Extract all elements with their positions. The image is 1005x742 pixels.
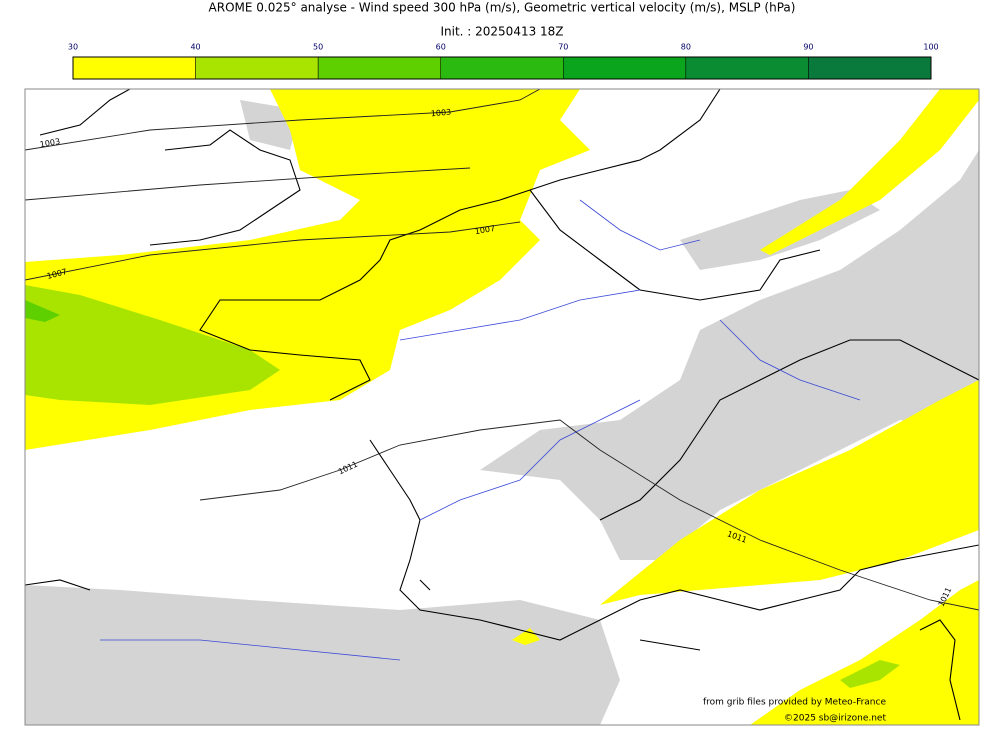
isobar-label: 1003 (430, 108, 451, 119)
isobars (25, 89, 979, 611)
colorbar-tick-label: 100 (923, 43, 938, 52)
colorbar-border (72, 56, 932, 80)
colorbar-segment (72, 56, 196, 80)
map-frame (24, 88, 980, 726)
colorbar-segment (685, 56, 809, 80)
colorbar-tick-label: 70 (558, 43, 568, 52)
isobar-label: 1003 (39, 137, 61, 149)
isobar-label: 1007 (474, 224, 496, 236)
map-area (25, 89, 979, 725)
colorbar-tick-label: 90 (803, 43, 813, 52)
colorbar-segment (195, 56, 319, 80)
rivers (100, 199, 861, 661)
colorbar-tick-label: 60 (436, 43, 446, 52)
map-title: AROME 0.025° analyse - Wind speed 300 hP… (209, 1, 796, 15)
credit: from grib files provided by Meteo-France (703, 698, 886, 708)
init-time: Init. : 20250413 18Z (440, 25, 563, 39)
colorbar-segment (563, 56, 687, 80)
credit: ©2025 sb@irizone.net (784, 714, 886, 724)
colorbar-tick-label: 40 (190, 43, 200, 52)
colorbar-tick-label: 80 (681, 43, 691, 52)
colorbar-segment (440, 56, 564, 80)
coastlines (25, 89, 979, 721)
colorbar-tick-label: 30 (68, 43, 78, 52)
wind-zones (25, 89, 979, 725)
colorbar-segment (808, 56, 932, 80)
colorbar-segment (317, 56, 441, 80)
colorbar-tick-label: 50 (313, 43, 323, 52)
colorbar: 30 40 50 60 70 80 90 100 (68, 43, 939, 80)
